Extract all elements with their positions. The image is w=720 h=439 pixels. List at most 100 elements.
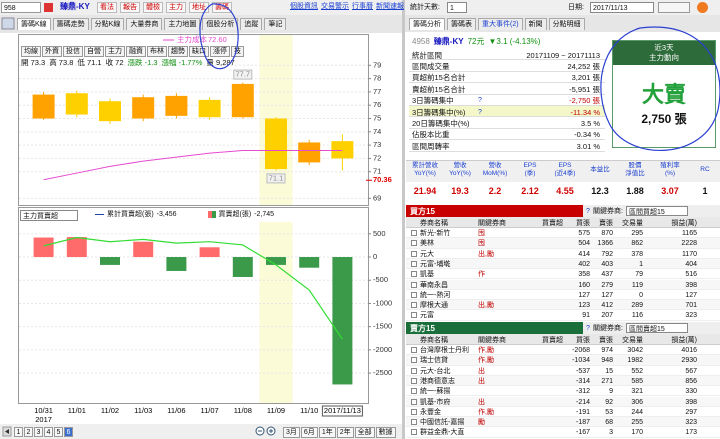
broker-name[interactable]: 台灣摩根士丹利 bbox=[420, 347, 469, 354]
help-icon[interactable]: ? bbox=[478, 97, 482, 105]
days-select[interactable]: 1 bbox=[447, 2, 467, 13]
indicator-button[interactable]: 布林 bbox=[147, 46, 167, 57]
page-button[interactable]: 1 bbox=[14, 427, 23, 437]
page-button[interactable]: 2 bbox=[24, 427, 33, 437]
row-checkbox[interactable] bbox=[411, 291, 417, 298]
tab[interactable]: 重大事件(2) bbox=[478, 18, 523, 30]
tab[interactable]: 個股分析 bbox=[202, 18, 239, 30]
indicator-button[interactable]: 融資 bbox=[126, 46, 146, 57]
range-button[interactable]: 數據 bbox=[375, 427, 396, 438]
key-select[interactable]: 區間買超15 bbox=[626, 206, 688, 216]
page-button[interactable]: 4 bbox=[44, 427, 53, 437]
help-icon[interactable]: ? bbox=[586, 325, 590, 332]
broker-name[interactable]: 元大-台北 bbox=[420, 367, 451, 375]
toolbar-button[interactable]: 籌碼 bbox=[212, 2, 232, 13]
row-checkbox[interactable] bbox=[411, 260, 417, 267]
indicator-button[interactable]: 投信 bbox=[63, 46, 83, 57]
page-button[interactable]: 6 bbox=[64, 427, 73, 437]
broker-name[interactable]: 凱基-市府 bbox=[420, 398, 451, 406]
quote-item: 漲幅 -1.77% bbox=[161, 58, 203, 67]
broker-name[interactable]: 元大 bbox=[420, 250, 434, 258]
zoom-icons[interactable] bbox=[255, 426, 276, 436]
tab[interactable]: 追蹤 bbox=[240, 18, 263, 30]
toolbar-link[interactable]: 行事曆 bbox=[352, 3, 373, 10]
chart-select[interactable]: 主力買賣超 bbox=[20, 210, 78, 221]
row-checkbox[interactable] bbox=[411, 377, 417, 384]
range-button[interactable]: 1年 bbox=[318, 427, 336, 438]
range-button[interactable]: 2年 bbox=[336, 427, 354, 438]
row-checkbox[interactable] bbox=[411, 302, 417, 309]
indicator-button[interactable]: 漲停 bbox=[210, 46, 230, 57]
tab[interactable]: 分點K線 bbox=[90, 18, 125, 30]
key-select[interactable]: 區間賣超15 bbox=[626, 323, 688, 333]
tab[interactable]: 主力地圖 bbox=[164, 18, 201, 30]
row-checkbox[interactable] bbox=[411, 357, 417, 364]
row-checkbox[interactable] bbox=[411, 388, 417, 395]
indicator-button[interactable]: 技 bbox=[231, 46, 244, 57]
broker-name[interactable]: 港商德意志 bbox=[420, 377, 455, 385]
date-select[interactable]: 2017/11/13 bbox=[590, 2, 654, 13]
row-checkbox[interactable] bbox=[411, 419, 417, 426]
broker-name[interactable]: 元富 bbox=[420, 312, 434, 320]
tab[interactable]: 籌碼表 bbox=[447, 18, 476, 30]
indicator-button[interactable]: 缺口 bbox=[189, 46, 209, 57]
tab[interactable]: 分點明細 bbox=[548, 18, 585, 30]
row-checkbox[interactable] bbox=[411, 312, 417, 319]
tab[interactable]: 籌碼走勢 bbox=[52, 18, 89, 30]
toolbar-link[interactable]: 新聞速報 bbox=[376, 3, 404, 10]
broker-name[interactable]: 新光-新竹 bbox=[420, 230, 451, 237]
broker-name[interactable]: 中國信託-嘉揚 bbox=[420, 419, 465, 427]
nav-buttons[interactable] bbox=[658, 2, 690, 13]
stock-code-input[interactable]: 958 bbox=[1, 2, 41, 13]
toolbar-button[interactable]: 地址 bbox=[189, 2, 209, 13]
tab[interactable]: 籌碼分析 bbox=[409, 18, 445, 30]
range-button[interactable]: 6月 bbox=[300, 427, 318, 438]
broker-name[interactable]: 華南永昌 bbox=[420, 281, 448, 289]
toolbar-button[interactable]: 看法 bbox=[97, 2, 117, 13]
tab[interactable]: 新聞 bbox=[524, 18, 547, 30]
row-checkbox[interactable] bbox=[411, 271, 417, 278]
stats-row bbox=[409, 71, 605, 84]
tab[interactable]: 大量券商 bbox=[126, 18, 163, 30]
range-button[interactable]: 全部 bbox=[354, 427, 375, 438]
broker-name[interactable]: 元富-埔墘 bbox=[420, 260, 451, 268]
bar bbox=[232, 257, 253, 277]
help-icon[interactable]: ? bbox=[478, 108, 482, 116]
legend-value: 72.60 bbox=[208, 35, 227, 44]
toolbar-button[interactable]: 報告 bbox=[120, 2, 140, 13]
broker-name[interactable]: 統一-蘇揚 bbox=[420, 388, 451, 396]
toolbar-button[interactable]: 主力 bbox=[166, 2, 186, 13]
toolbar-button[interactable]: 體檢 bbox=[143, 2, 163, 13]
toolbar-link[interactable]: 個股資訊 bbox=[290, 3, 318, 10]
indicator-button[interactable]: 自營 bbox=[84, 46, 104, 57]
row-checkbox[interactable] bbox=[411, 240, 417, 247]
broker-name[interactable]: 群益金鼎-大直 bbox=[420, 429, 465, 437]
cell-value: 306 bbox=[631, 398, 643, 406]
toolbar-link[interactable]: 交易警示 bbox=[321, 3, 349, 10]
page-button[interactable]: 3 bbox=[34, 427, 43, 437]
range-button[interactable]: 3月 bbox=[283, 427, 300, 438]
broker-name[interactable]: 永豐金 bbox=[420, 408, 441, 416]
tab[interactable]: 籌碼K線 bbox=[17, 18, 51, 30]
broker-name[interactable]: 美林 bbox=[420, 240, 434, 248]
row-checkbox[interactable] bbox=[411, 281, 417, 288]
row-checkbox[interactable] bbox=[411, 367, 417, 374]
row-checkbox[interactable] bbox=[411, 250, 417, 257]
help-icon[interactable]: ? bbox=[586, 208, 590, 215]
row-checkbox[interactable] bbox=[411, 230, 417, 236]
indicator-button[interactable]: 外資 bbox=[42, 46, 62, 57]
row-checkbox[interactable] bbox=[411, 398, 417, 405]
indicator-button[interactable]: 趨勢 bbox=[168, 46, 188, 57]
broker-name[interactable]: 瑞士信貸 bbox=[420, 357, 448, 365]
broker-name[interactable]: 統一-熱河 bbox=[420, 291, 451, 299]
row-checkbox[interactable] bbox=[411, 347, 417, 353]
tab[interactable]: 筆記 bbox=[264, 18, 287, 30]
broker-name[interactable]: 摩根大通 bbox=[420, 302, 448, 310]
row-checkbox[interactable] bbox=[411, 408, 417, 415]
row-checkbox[interactable] bbox=[411, 429, 417, 436]
indicator-button[interactable]: 均線 bbox=[21, 46, 41, 57]
indicator-button[interactable]: 主力 bbox=[105, 46, 125, 57]
settings-icon[interactable] bbox=[697, 2, 708, 13]
broker-name[interactable]: 凱基 bbox=[420, 271, 434, 279]
page-button[interactable]: 5 bbox=[54, 427, 63, 437]
